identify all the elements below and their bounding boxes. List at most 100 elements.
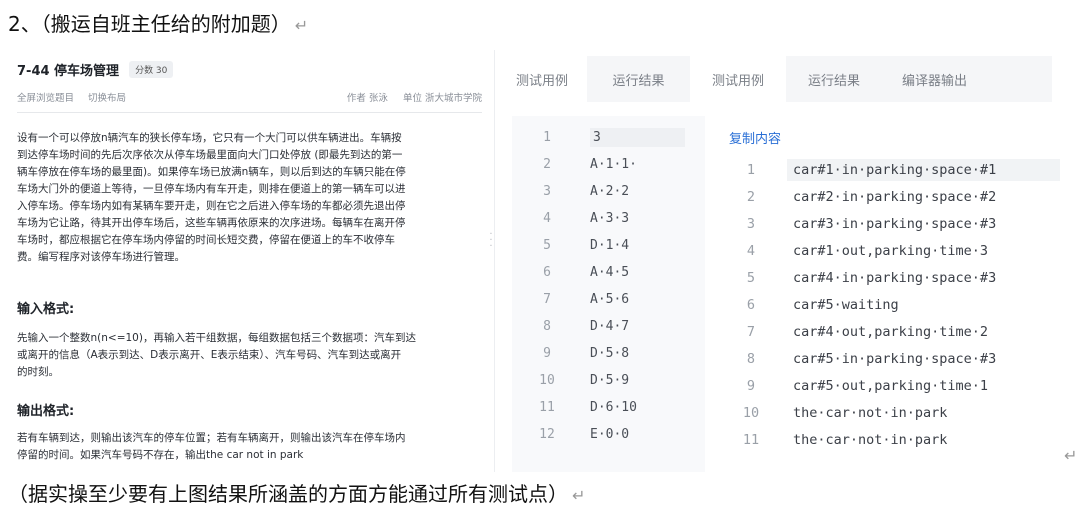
output-text: the·car·not·in·park xyxy=(793,404,948,421)
line-number: 5 xyxy=(543,238,551,253)
line-number: 9 xyxy=(746,377,756,394)
line-number: 10 xyxy=(742,404,760,421)
fullscreen-link[interactable]: 全屏浏览题目 xyxy=(17,93,75,104)
code-line: 10 D·5·9 xyxy=(512,367,705,394)
input-format-line: 先输入一个整数n(n<=10)，再输入若干组数据，每组数据包括三个数据项：汽车到… xyxy=(17,332,416,344)
line-number: 4 xyxy=(543,211,551,226)
output-line: 1 car#1·in·parking·space·#1 xyxy=(719,156,1068,183)
code-text: A·1·1· xyxy=(590,157,637,172)
output-line: 5 car#4·in·parking·space·#3 xyxy=(719,264,1068,291)
panel-resize-handle[interactable]: · · · xyxy=(489,229,493,252)
output-text: car#5·waiting xyxy=(793,296,899,313)
line-number: 11 xyxy=(539,400,555,415)
line-number: 1 xyxy=(543,130,551,145)
tab-test-case-2[interactable]: 测试用例 xyxy=(711,73,764,89)
output-line: 2 car#2·in·parking·space·#2 xyxy=(719,183,1068,210)
input-format-text: 先输入一个整数n(n<=10)，再输入若干组数据，每组数据包括三个数据项：汽车到… xyxy=(17,330,482,381)
code-text: D·4·7 xyxy=(590,319,630,334)
line-number: 5 xyxy=(746,269,756,286)
line-number: 8 xyxy=(543,319,551,334)
return-mark: ↵ xyxy=(294,16,309,35)
code-text: E·0·0 xyxy=(590,427,630,442)
problem-title: 7-44 停车场管理 xyxy=(17,64,120,79)
line-number: 2 xyxy=(746,188,756,205)
output-line: 3 car#3·in·parking·space·#3 xyxy=(719,210,1068,237)
line-number: 3 xyxy=(746,215,756,232)
line-number: 1 xyxy=(746,161,756,178)
line-number: 6 xyxy=(543,265,551,280)
output-text: car#1·in·parking·space·#1 xyxy=(787,158,1060,181)
code-text: D·5·9 xyxy=(590,373,630,388)
line-number: 7 xyxy=(746,323,756,340)
line-number: 7 xyxy=(543,292,551,307)
output-text: car#5·out,parking·time·1 xyxy=(793,377,989,394)
code-line: 9 D·5·8 xyxy=(512,340,705,367)
output-text: car#1·out,parking·time·3 xyxy=(793,242,989,259)
output-format-heading: 输出格式: xyxy=(17,404,75,419)
return-mark: ↵ xyxy=(572,486,586,505)
tab-run-result-2[interactable]: 运行结果 xyxy=(786,56,882,102)
output-format-line: 停留的时间。如果汽车号码不存在，输出the car not in park xyxy=(17,449,304,461)
output-text: car#4·in·parking·space·#3 xyxy=(793,269,997,286)
description-line: 车场为它让路，待其开出停车场后，这些车辆再依原来的次序进场。每辆车在离开停 xyxy=(17,217,406,229)
line-number: 4 xyxy=(746,242,756,259)
output-text: car#3·in·parking·space·#3 xyxy=(793,215,997,232)
output-line: 10 the·car·not·in·park xyxy=(719,399,1068,426)
code-line: 2 A·1·1· xyxy=(512,151,705,178)
description-line: 车场时，都应根据它在停车场内停留的时间长短交费，停留在便道上的车不收停车 xyxy=(17,234,395,246)
input-format-line: 或离开的信息（A表示到达、D表示离开、E表示结束）、汽车号码、汽车到达或离开 xyxy=(17,349,402,361)
switch-layout-link[interactable]: 切换布局 xyxy=(88,93,127,104)
description-line: 车场大门外的便道上等待，一旦停车场内有车开走，则排在便道上的第一辆车可以进 xyxy=(17,183,406,195)
problem-meta: 作者 张泳 单位 浙大城市学院 xyxy=(335,90,482,104)
copy-content-link[interactable]: 复制内容 xyxy=(729,132,782,147)
problem-header: 7-44 停车场管理 分数 30 xyxy=(17,60,174,79)
tab-compiler-output[interactable]: 编译器输出 xyxy=(882,56,1052,102)
output-format-text: 若有车辆到达，则输出该汽车的停车位置；若有车辆离开，则输出该汽车在停车场内 停留… xyxy=(17,430,482,464)
tab-bar: 测试用例 运行结果 测试用例 运行结果 编译器输出 xyxy=(497,56,1052,102)
description-line: 辆车停放在停车场的最里面)。如果停车场已放满n辆车，则以后到达的车辆只能在停 xyxy=(17,166,406,178)
problem-panel: 7-44 停车场管理 分数 30 全屏浏览题目 切换布局 作者 张泳 单位 浙大… xyxy=(0,50,490,472)
line-number: 6 xyxy=(746,296,756,313)
description-line: 到达停车场时间的先后次序依次从停车场最里面向大门口处停放 (即最先到达的第一 xyxy=(17,149,403,161)
problem-description: 设有一个可以停放n辆汽车的狭长停车场，它只有一个大门可以供车辆进出。车辆按 到达… xyxy=(17,130,482,266)
code-line: 8 D·4·7 xyxy=(512,313,705,340)
return-mark: ↵ xyxy=(1064,446,1078,465)
output-text: car#4·out,parking·time·2 xyxy=(793,323,989,340)
tab-test-case[interactable]: 测试用例 xyxy=(515,73,568,89)
output-text: the·car·not·in·park xyxy=(793,431,948,448)
footnote-text: （据实操至少要有上图结果所涵盖的方面方能通过所有测试点） xyxy=(8,482,568,506)
code-line: 5 D·1·4 xyxy=(512,232,705,259)
author-label: 作者 张泳 xyxy=(346,93,388,104)
tab-run-result[interactable]: 运行结果 xyxy=(587,56,690,102)
code-line: 11 D·6·10 xyxy=(512,394,705,421)
heading-text: 2、（搬运自班主任给的附加题） xyxy=(8,12,291,36)
description-line: 费。编写程序对该停车场进行管理。 xyxy=(17,251,185,263)
line-number: 12 xyxy=(539,427,555,442)
output-text: car#5·in·parking·space·#3 xyxy=(793,350,997,367)
output-line: 9 car#5·out,parking·time·1 xyxy=(719,372,1068,399)
code-text: A·2·2 xyxy=(590,184,630,199)
output-line: 11 the·car·not·in·park xyxy=(719,426,1068,453)
code-text: 3 xyxy=(590,128,685,147)
code-text: D·6·10 xyxy=(590,400,637,415)
code-text: D·5·8 xyxy=(590,346,630,361)
problem-screenshot: 7-44 停车场管理 分数 30 全屏浏览题目 切换布局 作者 张泳 单位 浙大… xyxy=(0,50,1068,472)
code-text: A·5·6 xyxy=(590,292,630,307)
run-result-output: 复制内容 1 car#1·in·parking·space·#1 2 car#2·i… xyxy=(719,116,1068,472)
output-line: 6 car#5·waiting xyxy=(719,291,1068,318)
input-format-heading: 输入格式: xyxy=(17,302,75,317)
code-line: 7 A·5·6 xyxy=(512,286,705,313)
code-text: A·3·3 xyxy=(590,211,630,226)
document-heading: 2、（搬运自班主任给的附加题） ↵ xyxy=(8,8,308,37)
header-divider xyxy=(17,112,482,113)
code-line: 12 E·0·0 xyxy=(512,421,705,448)
output-line: 8 car#5·in·parking·space·#3 xyxy=(719,345,1068,372)
output-format-line: 若有车辆到达，则输出该汽车的停车位置；若有车辆离开，则输出该汽车在停车场内 xyxy=(17,432,406,444)
line-number: 9 xyxy=(543,346,551,361)
line-number: 3 xyxy=(543,184,551,199)
code-line: 6 A·4·5 xyxy=(512,259,705,286)
output-line: 4 car#1·out,parking·time·3 xyxy=(719,237,1068,264)
